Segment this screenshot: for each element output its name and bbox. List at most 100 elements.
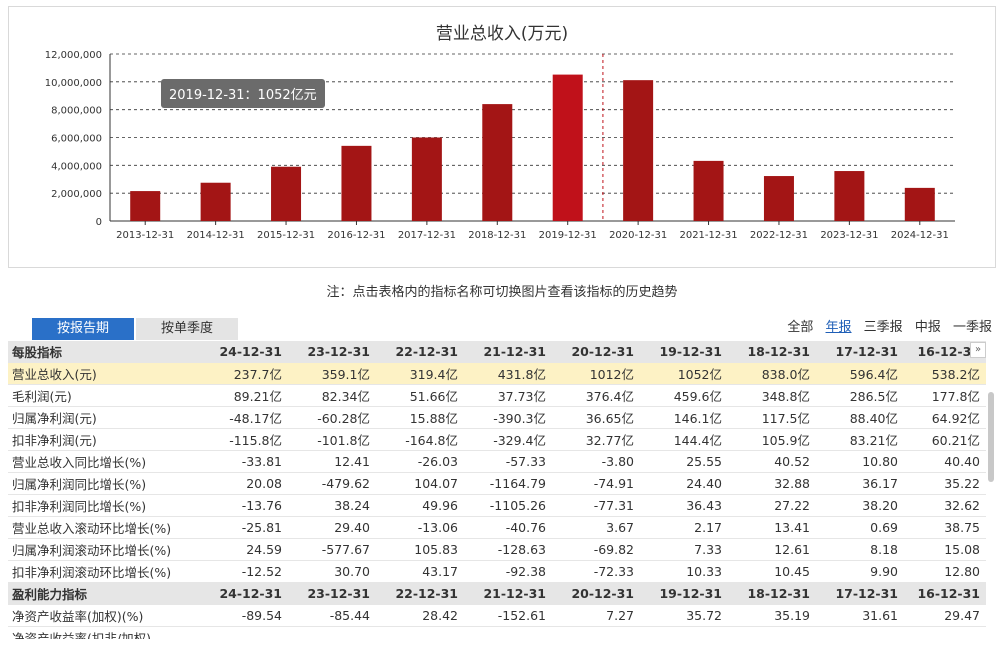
table-cell: 32.88 xyxy=(728,472,816,495)
indicator-name[interactable]: 净资产收益率(扣非/加权) xyxy=(8,626,200,639)
filter-annual[interactable]: 年报 xyxy=(825,320,852,335)
indicator-name[interactable]: 营业总收入(元) xyxy=(8,362,200,385)
bar[interactable] xyxy=(552,74,583,221)
indicator-name[interactable]: 净资产收益率(加权)(%) xyxy=(8,604,200,627)
table-cell: 64.92亿 xyxy=(904,406,986,429)
table-cell: 319.4亿 xyxy=(376,362,464,385)
bar[interactable] xyxy=(834,171,865,221)
period-tabs: 按报告期 按单季度 xyxy=(32,318,240,340)
table-cell: 12.61 xyxy=(728,538,816,561)
table-cell: 0.69 xyxy=(816,516,904,539)
bar[interactable] xyxy=(763,176,794,221)
tab-single-quarter[interactable]: 按单季度 xyxy=(136,318,238,340)
table-cell: 117.5亿 xyxy=(728,406,816,429)
indicator-name[interactable]: 营业总收入同比增长(%) xyxy=(8,450,200,473)
table-cell: 38.75 xyxy=(904,516,986,539)
indicator-name[interactable]: 毛利润(元) xyxy=(8,384,200,407)
bar[interactable] xyxy=(130,191,161,221)
filter-interim[interactable]: 中报 xyxy=(914,320,941,335)
table-cell: -164.8亿 xyxy=(376,428,464,451)
date-header: 17-12-31 xyxy=(816,582,904,605)
table-cell: -577.67 xyxy=(288,538,376,561)
table-cell: -329.4亿 xyxy=(464,428,552,451)
bar[interactable] xyxy=(411,137,442,222)
bar[interactable] xyxy=(623,80,654,221)
table-cell: 838.0亿 xyxy=(728,362,816,385)
vertical-scrollbar[interactable] xyxy=(988,392,994,482)
table-cell: 25.55 xyxy=(640,450,728,473)
table-cell: -48.17亿 xyxy=(200,406,288,429)
scroll-right-icon[interactable]: » xyxy=(970,342,986,358)
table-row: 扣非净利润同比增长(%) -13.76 38.24 49.96 -1105.26 -77.… xyxy=(8,494,986,517)
bar[interactable] xyxy=(271,166,302,221)
table-row: 营业总收入同比增长(%) -33.81 12.41 -26.03 -57.33 -3.80… xyxy=(8,450,986,473)
table-cell: 82.34亿 xyxy=(288,384,376,407)
table-cell: 359.1亿 xyxy=(288,362,376,385)
date-header: 19-12-31 xyxy=(640,341,728,363)
bar[interactable] xyxy=(200,182,231,221)
table-cell: 12.80 xyxy=(904,560,986,583)
bar[interactable] xyxy=(482,104,513,221)
table-cell: 37.73亿 xyxy=(464,384,552,407)
bar[interactable] xyxy=(904,187,935,221)
table-cell: 596.4亿 xyxy=(816,362,904,385)
x-tick-label: 2014-12-31 xyxy=(187,230,245,241)
x-tick-label: 2019-12-31 xyxy=(539,230,597,241)
table-cell: -92.38 xyxy=(464,560,552,583)
indicator-name[interactable]: 营业总收入滚动环比增长(%) xyxy=(8,516,200,539)
table-cell: 286.5亿 xyxy=(816,384,904,407)
date-header: 20-12-31 xyxy=(552,341,640,363)
table-cell xyxy=(464,626,552,639)
x-tick-label: 2016-12-31 xyxy=(327,230,385,241)
date-header: 23-12-31 xyxy=(288,341,376,363)
tab-report-period[interactable]: 按报告期 xyxy=(32,318,134,340)
table-cell: 35.72 xyxy=(640,604,728,627)
table-cell xyxy=(816,626,904,639)
indicator-name[interactable]: 扣非净利润同比增长(%) xyxy=(8,494,200,517)
table-cell: 348.8亿 xyxy=(728,384,816,407)
table-cell: -69.82 xyxy=(552,538,640,561)
x-tick-label: 2015-12-31 xyxy=(257,230,315,241)
table-cell: -390.3亿 xyxy=(464,406,552,429)
table-cell: 40.52 xyxy=(728,450,816,473)
table-cell: 10.45 xyxy=(728,560,816,583)
filter-q3[interactable]: 三季报 xyxy=(863,320,903,335)
table-cell: 40.40 xyxy=(904,450,986,473)
table-cell: 24.59 xyxy=(200,538,288,561)
table-cell: 31.61 xyxy=(816,604,904,627)
table-cell: 15.88亿 xyxy=(376,406,464,429)
chart-note: 注：点击表格内的指标名称可切换图片查看该指标的历史趋势 xyxy=(326,285,678,300)
section-title: 每股指标 xyxy=(8,341,200,363)
date-header: 22-12-31 xyxy=(376,341,464,363)
filter-all[interactable]: 全部 xyxy=(787,320,814,335)
date-header: 22-12-31 xyxy=(376,582,464,605)
table-cell: -74.91 xyxy=(552,472,640,495)
table-cell: 144.4亿 xyxy=(640,428,728,451)
indicator-name[interactable]: 归属净利润(元) xyxy=(8,406,200,429)
table-row: 毛利润(元) 89.21亿 82.34亿 51.66亿 37.73亿 376.4亿 459.… xyxy=(8,384,986,407)
indicator-name[interactable]: 扣非净利润(元) xyxy=(8,428,200,451)
table-cell: 146.1亿 xyxy=(640,406,728,429)
indicator-name[interactable]: 归属净利润滚动环比增长(%) xyxy=(8,538,200,561)
x-tick-label: 2023-12-31 xyxy=(820,230,878,241)
table-cell: 177.8亿 xyxy=(904,384,986,407)
indicator-name[interactable]: 扣非净利润滚动环比增长(%) xyxy=(8,560,200,583)
y-tick-label: 12,000,000 xyxy=(45,50,102,61)
table-cell: 1052亿 xyxy=(640,362,728,385)
filter-q1[interactable]: 一季报 xyxy=(952,320,992,335)
table-cell: 60.21亿 xyxy=(904,428,986,451)
table-row: 扣非净利润(元) -115.8亿 -101.8亿 -164.8亿 -329.4亿 32.7… xyxy=(8,428,986,451)
y-tick-label: 4,000,000 xyxy=(51,161,102,172)
table-cell: 15.08 xyxy=(904,538,986,561)
bar[interactable] xyxy=(341,145,372,221)
chart-panel: 营业总收入(万元) 0 2,000,000 4,000,000 6,000,000 8,… xyxy=(8,6,996,268)
y-tick-label: 10,000,000 xyxy=(45,78,102,89)
x-tick-label: 2020-12-31 xyxy=(609,230,667,241)
date-header: 17-12-31 xyxy=(816,341,904,363)
x-tick-label: 2022-12-31 xyxy=(750,230,808,241)
table-cell: 105.83 xyxy=(376,538,464,561)
table-cell: -1105.26 xyxy=(464,494,552,517)
bar[interactable] xyxy=(693,160,724,221)
chart-title: 营业总收入(万元) xyxy=(435,24,569,44)
indicator-name[interactable]: 归属净利润同比增长(%) xyxy=(8,472,200,495)
